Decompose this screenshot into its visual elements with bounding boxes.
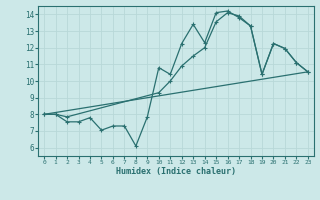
X-axis label: Humidex (Indice chaleur): Humidex (Indice chaleur) [116, 167, 236, 176]
